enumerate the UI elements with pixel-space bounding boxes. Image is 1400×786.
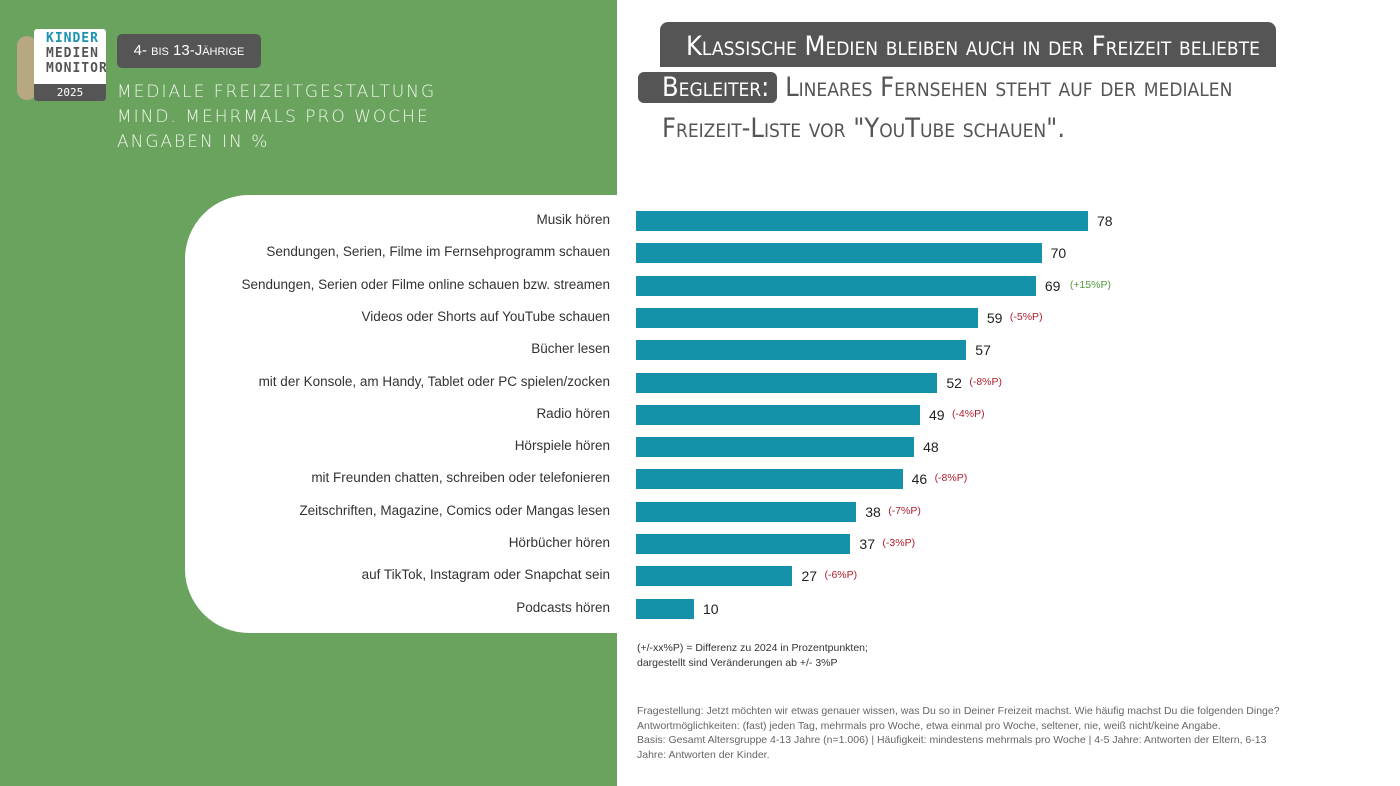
bar-row: Podcasts hören 10 [0,598,1400,619]
bar-row: Radio hören 49 (-4%P) [0,404,1400,425]
value-label: 49 [928,406,945,423]
bar [636,307,978,328]
subtitle-line: Angaben in % [117,132,270,152]
category-label: Bücher lesen [531,341,610,357]
bar-row: Bücher lesen 57 [0,340,1400,361]
bar [636,404,920,425]
chart-subtitle: Mediale Freizeitgestaltung mind. mehrmal… [117,80,436,155]
bar [636,437,915,458]
change-label: (-8%P) [934,472,968,485]
headline-part1: Klassische Medien bleiben auch in der Fr… [660,22,1276,67]
change-label: (-8%P) [969,375,1002,388]
bar-row: Hörspiele hören 48 [0,437,1400,458]
logo-line: KINDER [46,31,99,46]
category-label: Musik hören [536,212,610,227]
change-label: (-4%P) [951,407,985,420]
value-label: 78 [1097,213,1113,229]
value-label: 46 [911,471,928,488]
value-label: 27 [801,568,818,585]
change-label: (-6%P) [824,569,858,582]
value-label: 52 [946,374,962,391]
change-label: (-5%P) [1009,310,1043,323]
bar-row: Musik hören 78 [0,211,1400,231]
bar-row: Hörbücher hören 37 (-3%P) [0,534,1400,554]
footnote-basis: Basis: Gesamt Altersgruppe 4-13 Jahre (n… [637,734,1267,761]
bar [636,469,903,490]
headline-part3: Lineares Fernsehen steht auf der mediale… [662,72,1233,144]
category-label: Hörbücher hören [508,535,610,550]
category-label: Videos oder Shorts auf YouTube schauen [361,308,610,324]
category-label: mit der Konsole, am Handy, Tablet oder P… [258,373,610,389]
value-label: 57 [975,342,991,359]
bar [636,566,793,587]
value-label: 38 [865,503,881,520]
value-label: 10 [702,600,719,617]
age-badge: 4- bis 13-Jährige [117,34,261,68]
label-card [185,195,645,633]
subtitle-line: mind. mehrmals pro Woche [117,107,430,127]
children-illustration [17,36,37,100]
bar-row: mit der Konsole, am Handy, Tablet oder P… [0,372,1400,393]
bar-row: Sendungen, Serien, Filme im Fernsehprogr… [0,243,1400,264]
bar [636,372,938,393]
value-label: 59 [986,309,1003,326]
value-label: 69 [1044,277,1061,294]
bar-row: Sendungen, Serien oder Filme online scha… [0,275,1400,296]
bar [636,243,1042,264]
category-label: Sendungen, Serien oder Filme online scha… [241,276,610,292]
bar [636,534,851,554]
change-note: (+/-xx%P) = Differenz zu 2024 in Prozent… [637,641,868,671]
footnote: Fragestellung: Jetzt möchten wir etwas g… [637,704,1297,762]
headline-part2: Begleiter: [638,72,778,103]
category-label: Radio hören [536,405,610,421]
headline: Klassische Medien bleiben auch in der Fr… [638,22,1322,149]
bar [636,211,1088,231]
value-label: 70 [1050,245,1067,262]
note-line: (+/-xx%P) = Differenz zu 2024 in Prozent… [637,642,868,654]
footnote-answers: Antwortmöglichkeiten: (fast) jeden Tag, … [637,719,1221,732]
category-label: auf TikTok, Instagram oder Snapchat sein [361,567,610,583]
bar-row: Videos oder Shorts auf YouTube schauen 5… [0,307,1400,328]
change-label: (-3%P) [882,537,916,549]
bar [636,340,967,361]
logo-line: MONITOR [46,61,106,76]
kinder-medien-monitor-logo: KINDER MEDIEN MONITOR 2025 [34,29,106,101]
value-label: 37 [859,536,875,552]
category-label: Sendungen, Serien, Filme im Fernsehprogr… [266,244,610,260]
category-label: Podcasts hören [516,599,610,615]
logo-year: 2025 [34,84,106,101]
change-label: (-7%P) [888,504,921,517]
note-line: dargestellt sind Veränderungen ab +/- 3%… [637,657,838,669]
category-label: Hörspiele hören [514,438,610,454]
logo-line: MEDIEN [46,46,99,61]
bar [636,598,694,619]
category-label: Zeitschriften, Magazine, Comics oder Man… [299,502,610,518]
category-label: mit Freunden chatten, schreiben oder tel… [311,470,610,486]
bar [636,501,857,522]
bar [636,275,1036,296]
value-label: 48 [923,439,939,456]
bar-row: auf TikTok, Instagram oder Snapchat sein… [0,566,1400,587]
bar-row: Zeitschriften, Magazine, Comics oder Man… [0,501,1400,522]
bar-row: mit Freunden chatten, schreiben oder tel… [0,469,1400,490]
change-label: (+15%P) [1069,278,1111,291]
footnote-question: Fragestellung: Jetzt möchten wir etwas g… [637,705,1280,717]
subtitle-line: Mediale Freizeitgestaltung [117,82,437,102]
